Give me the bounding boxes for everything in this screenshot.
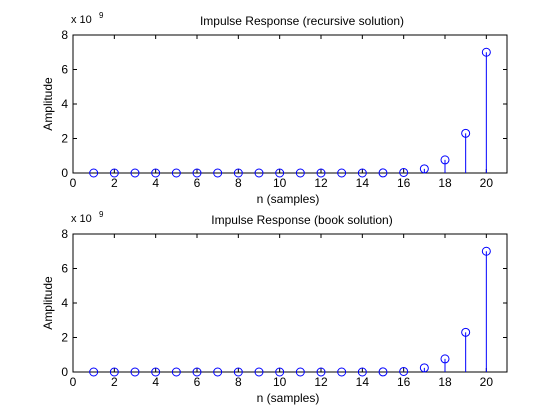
x-tick-label: 0 bbox=[70, 375, 77, 389]
x-tick-label: 18 bbox=[438, 375, 452, 389]
stem-marker bbox=[440, 354, 450, 364]
x-tick-label: 20 bbox=[480, 176, 494, 190]
stem-marker bbox=[254, 367, 264, 377]
stem-marker bbox=[213, 367, 223, 377]
x-tick-label: 2 bbox=[111, 176, 118, 190]
stem-marker bbox=[295, 168, 305, 178]
x-tick-label: 14 bbox=[356, 176, 370, 190]
stem-marker bbox=[316, 168, 326, 178]
stem-marker bbox=[419, 363, 429, 373]
x-tick-label: 10 bbox=[273, 176, 287, 190]
y-tick-label: 0 bbox=[61, 365, 68, 379]
x-tick-label: 16 bbox=[397, 375, 411, 389]
x-tick-label: 10 bbox=[273, 375, 287, 389]
stem-marker bbox=[254, 168, 264, 178]
x-tick-label: 8 bbox=[235, 176, 242, 190]
stem-marker bbox=[378, 168, 388, 178]
axes-box bbox=[72, 233, 508, 373]
stem-marker bbox=[275, 168, 285, 178]
x-tick-label: 8 bbox=[235, 375, 242, 389]
stem-marker bbox=[295, 367, 305, 377]
stem-marker bbox=[233, 367, 243, 377]
y-tick-label: 8 bbox=[61, 28, 68, 42]
x-tick-label: 0 bbox=[70, 176, 77, 190]
stem-marker bbox=[419, 164, 429, 174]
stem-marker bbox=[316, 367, 326, 377]
x-tick-label: 20 bbox=[480, 375, 494, 389]
x-tick-label: 18 bbox=[438, 176, 452, 190]
stem-marker bbox=[233, 168, 243, 178]
chart-title: Impulse Response (recursive solution) bbox=[200, 14, 404, 28]
stem-marker bbox=[357, 168, 367, 178]
stem-marker bbox=[109, 168, 119, 178]
stem-marker bbox=[337, 367, 347, 377]
y-tick-label: 4 bbox=[61, 97, 68, 111]
y-exponent-label: x 10 bbox=[71, 14, 92, 26]
stem-marker bbox=[192, 168, 202, 178]
x-tick-label: 12 bbox=[314, 375, 328, 389]
y-tick-label: 0 bbox=[61, 166, 68, 180]
stem-marker bbox=[130, 168, 140, 178]
y-exponent-label: x 10 bbox=[71, 213, 92, 225]
stem-marker bbox=[440, 155, 450, 165]
x-tick-label: 12 bbox=[314, 176, 328, 190]
stem-marker bbox=[171, 168, 181, 178]
stem-marker bbox=[109, 367, 119, 377]
x-axis-label: n (samples) bbox=[257, 391, 320, 405]
y-axis-label: Amplitude bbox=[41, 276, 55, 330]
y-tick-label: 6 bbox=[61, 63, 68, 77]
stem-marker bbox=[130, 367, 140, 377]
stem-marker bbox=[461, 128, 471, 138]
stem-marker bbox=[399, 167, 409, 177]
stem-marker bbox=[481, 47, 491, 57]
stem-marker bbox=[89, 168, 99, 178]
x-axis-label: n (samples) bbox=[257, 192, 320, 206]
stem-marker bbox=[192, 367, 202, 377]
stem-marker bbox=[151, 168, 161, 178]
y-tick-label: 4 bbox=[61, 296, 68, 310]
y-exponent-power: 9 bbox=[99, 11, 104, 20]
stem-marker bbox=[378, 367, 388, 377]
x-tick-label: 14 bbox=[356, 375, 370, 389]
x-tick-label: 6 bbox=[194, 176, 201, 190]
x-tick-label: 2 bbox=[111, 375, 118, 389]
x-tick-label: 4 bbox=[152, 176, 159, 190]
stem-marker bbox=[481, 246, 491, 256]
stem-marker bbox=[151, 367, 161, 377]
stem-marker bbox=[171, 367, 181, 377]
y-tick-label: 8 bbox=[61, 227, 68, 241]
stem-marker bbox=[275, 367, 285, 377]
x-tick-label: 6 bbox=[194, 375, 201, 389]
x-tick-label: 16 bbox=[397, 176, 411, 190]
stem-marker bbox=[357, 367, 367, 377]
axes-box bbox=[72, 34, 508, 174]
stem-marker bbox=[337, 168, 347, 178]
y-axis-label: Amplitude bbox=[41, 77, 55, 131]
y-tick-label: 2 bbox=[61, 132, 68, 146]
stem-marker bbox=[399, 366, 409, 376]
stem-marker bbox=[89, 367, 99, 377]
stem-marker bbox=[461, 327, 471, 337]
x-tick-label: 4 bbox=[152, 375, 159, 389]
chart-title: Impulse Response (book solution) bbox=[211, 213, 392, 227]
y-tick-label: 2 bbox=[61, 331, 68, 345]
stem-marker bbox=[213, 168, 223, 178]
y-exponent-power: 9 bbox=[99, 210, 104, 219]
y-tick-label: 6 bbox=[61, 262, 68, 276]
